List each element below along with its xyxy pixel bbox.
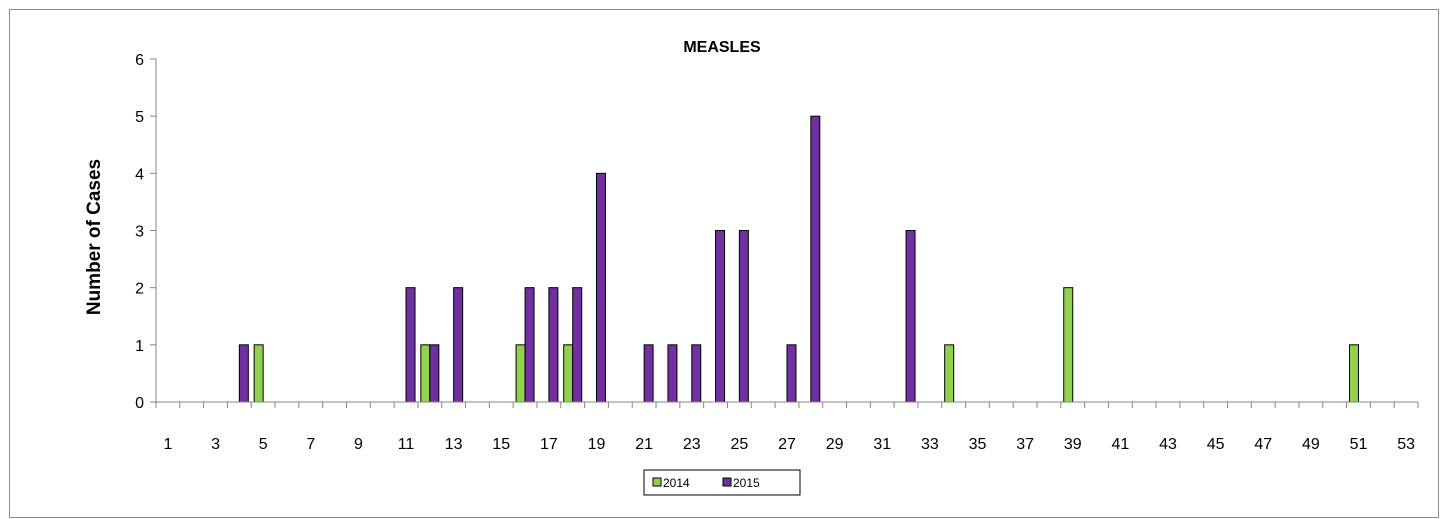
- y-tick-label: 4: [135, 166, 144, 183]
- x-tick-label: 3: [211, 436, 220, 453]
- legend-label-2015: 2015: [733, 476, 760, 490]
- bar-2015-week-25: [739, 231, 748, 403]
- x-tick-label: 27: [778, 436, 796, 453]
- bar-2015-week-4: [239, 345, 248, 402]
- bar-2014-week-18: [564, 345, 573, 402]
- x-tick-label: 37: [1016, 436, 1034, 453]
- x-tick-label: 9: [354, 436, 363, 453]
- bar-2014-week-12: [421, 345, 430, 402]
- bar-2015-week-19: [597, 173, 606, 402]
- bar-2015-week-23: [692, 345, 701, 402]
- bar-2015-week-21: [644, 345, 653, 402]
- bar-2015-week-11: [406, 288, 415, 402]
- x-tick-label: 43: [1159, 436, 1177, 453]
- bar-2015-week-18: [573, 288, 582, 402]
- y-tick-label: 1: [135, 338, 144, 355]
- x-tick-label: 39: [1064, 436, 1082, 453]
- x-tick-label: 31: [873, 436, 891, 453]
- x-tick-label: 15: [492, 436, 510, 453]
- bar-2015-week-13: [454, 288, 463, 402]
- bar-2015-week-24: [716, 231, 725, 403]
- x-tick-label: 7: [306, 436, 315, 453]
- x-tick-label: 5: [259, 436, 268, 453]
- bar-2015-week-32: [906, 231, 915, 403]
- legend-swatch-2014: [653, 478, 661, 486]
- bar-2015-week-12: [430, 345, 439, 402]
- x-tick-label: 47: [1254, 436, 1272, 453]
- x-tick-label: 1: [163, 436, 172, 453]
- y-tick-label: 0: [135, 395, 144, 412]
- bar-2015-week-28: [811, 116, 820, 402]
- x-tick-label: 17: [540, 436, 558, 453]
- x-tick-label: 19: [588, 436, 606, 453]
- bars: [239, 116, 1358, 402]
- legend-swatch-2015: [723, 478, 731, 486]
- x-tick-label: 29: [826, 436, 844, 453]
- x-tick-label: 33: [921, 436, 939, 453]
- y-tick-label: 6: [135, 52, 144, 69]
- y-axis: 0 1 2 3 4 5 6: [135, 52, 156, 412]
- bar-2015-week-27: [787, 345, 796, 402]
- x-tick-label: 11: [398, 436, 415, 453]
- bar-2014-week-16: [516, 345, 525, 402]
- y-tick-label: 3: [135, 224, 144, 241]
- x-tick-label: 21: [635, 436, 653, 453]
- x-tick-label: 49: [1302, 436, 1320, 453]
- x-tick-label: 35: [969, 436, 987, 453]
- y-tick-label: 5: [135, 109, 144, 126]
- x-tick-label: 25: [730, 436, 748, 453]
- bar-2014-week-5: [254, 345, 263, 402]
- bar-2015-week-17: [549, 288, 558, 402]
- bar-2014-week-34: [945, 345, 954, 402]
- y-axis-label: Number of Cases: [84, 159, 105, 315]
- legend-label-2014: 2014: [663, 476, 690, 490]
- bar-2015-week-16: [525, 288, 534, 402]
- y-tick-label: 2: [135, 281, 144, 298]
- bar-2014-week-39: [1064, 288, 1073, 402]
- x-tick-label: 13: [445, 436, 463, 453]
- x-tick-label: 51: [1350, 436, 1368, 453]
- x-tick-label: 23: [683, 436, 701, 453]
- legend: 2014 2015: [644, 470, 800, 495]
- x-tick-label: 45: [1207, 436, 1225, 453]
- chart-title: MEASLES: [683, 39, 761, 56]
- bar-2015-week-22: [668, 345, 677, 402]
- bar-2014-week-51: [1349, 345, 1358, 402]
- x-tick-label: 41: [1111, 436, 1129, 453]
- x-axis: 1 3 5 7 9 11 13 15 17 19 21 23 25 27 29 31 33 35 37 39 41 43 4…: [156, 402, 1418, 453]
- x-tick-label: 53: [1397, 436, 1415, 453]
